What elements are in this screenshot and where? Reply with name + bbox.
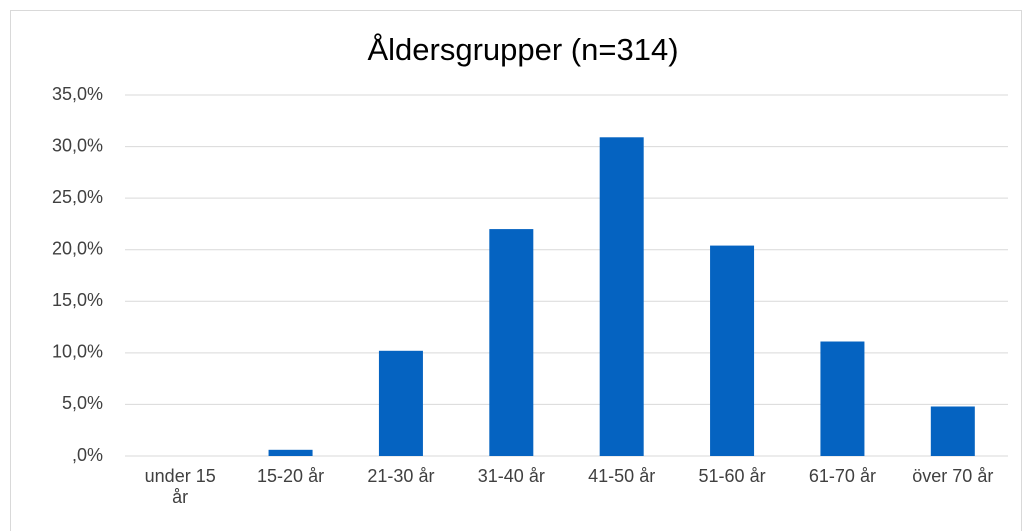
- y-tick-label: 5,0%: [62, 393, 103, 413]
- x-tick-label: över 70 år: [912, 466, 994, 486]
- x-tick-label: under 15 år: [144, 466, 216, 507]
- bar: [599, 137, 644, 456]
- y-tick-label: 25,0%: [52, 187, 103, 207]
- bar: [820, 341, 865, 456]
- x-tick-label: 15-20 år: [257, 466, 325, 486]
- bar: [378, 350, 423, 456]
- x-tick-label: 31-40 år: [477, 466, 545, 486]
- bar: [268, 449, 313, 456]
- y-tick-label: 20,0%: [52, 238, 103, 258]
- y-tick-label: ,0%: [72, 445, 103, 465]
- bar: [489, 229, 534, 456]
- y-tick-label: 30,0%: [52, 135, 103, 155]
- bar: [710, 245, 755, 456]
- y-tick-label: 10,0%: [52, 342, 103, 362]
- bar: [930, 406, 975, 456]
- x-tick-label: 41-50 år: [588, 466, 656, 486]
- y-tick-label: 35,0%: [52, 84, 103, 104]
- x-tick-label: 51-60 år: [698, 466, 766, 486]
- chart-title: Åldersgrupper (n=314): [367, 32, 678, 67]
- y-tick-label: 15,0%: [52, 290, 103, 310]
- x-tick-label: 21-30 år: [367, 466, 435, 486]
- chart-border: [10, 10, 1022, 531]
- x-tick-label: 61-70 år: [808, 466, 876, 486]
